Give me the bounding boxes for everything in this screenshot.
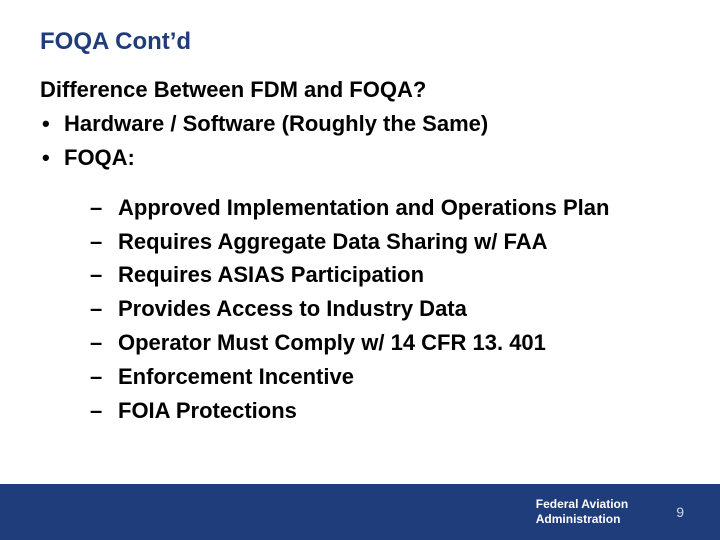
footer-bar: Federal Aviation Administration 9 [0,484,720,540]
level2-item: Requires Aggregate Data Sharing w/ FAA [40,226,680,258]
page-number: 9 [676,504,684,520]
footer-org-line1: Federal Aviation [536,497,628,511]
slide-body: Difference Between FDM and FOQA? Hardwar… [40,74,680,427]
level2-item: Approved Implementation and Operations P… [40,192,680,224]
level2-item: Operator Must Comply w/ 14 CFR 13. 401 [40,327,680,359]
slide: FOQA Cont’d Difference Between FDM and F… [0,0,720,540]
level1-item: Hardware / Software (Roughly the Same) [40,108,680,140]
level2-item: FOIA Protections [40,395,680,427]
footer-organization: Federal Aviation Administration [536,497,628,527]
level2-item: Enforcement Incentive [40,361,680,393]
footer-org-line2: Administration [536,512,621,526]
level2-item: Requires ASIAS Participation [40,259,680,291]
level1-item: FOQA: [40,142,680,174]
slide-title: FOQA Cont’d [40,28,680,56]
level2-list: Approved Implementation and Operations P… [40,192,680,427]
body-heading: Difference Between FDM and FOQA? [40,74,680,106]
level1-list: Hardware / Software (Roughly the Same) F… [40,108,680,174]
level2-item: Provides Access to Industry Data [40,293,680,325]
